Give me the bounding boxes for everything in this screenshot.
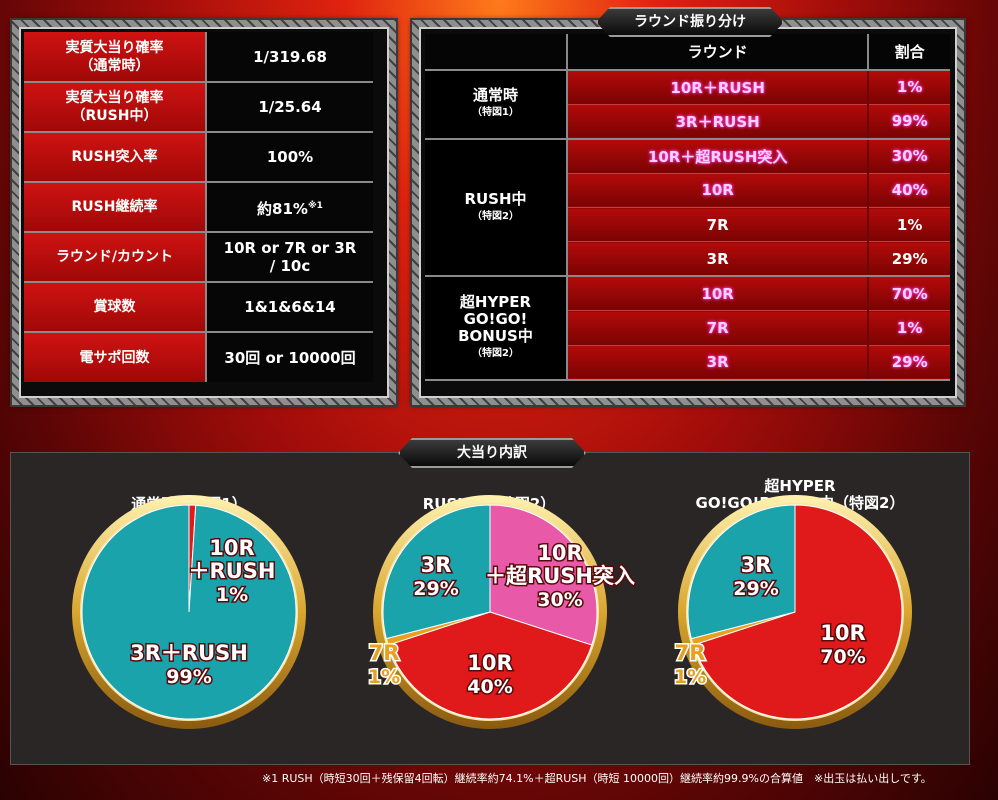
rounds-ratio: 30% xyxy=(868,138,950,174)
rounds-round: 3R＋RUSH xyxy=(567,104,870,140)
rounds-round: 10R xyxy=(567,173,870,209)
rounds-tag: ラウンド振り分け xyxy=(596,7,784,37)
rounds-ratio: 1% xyxy=(868,310,950,346)
spec-row: RUSH突入率 100% xyxy=(24,132,373,183)
spec-label: 実質大当り確率 （RUSH中） xyxy=(24,82,207,133)
spec-value: 1/25.64 xyxy=(206,82,373,133)
rounds-ratio: 1% xyxy=(868,207,950,243)
spec-label: 実質大当り確率 （通常時） xyxy=(24,32,207,83)
rounds-round: 10R＋RUSH xyxy=(567,70,870,105)
rounds-row: 7R 1% xyxy=(425,207,950,243)
pie-title-normal: 通常時（特図1） xyxy=(131,495,247,513)
rounds-round: 3R xyxy=(567,241,870,278)
rounds-state: RUSH中 （特図2） xyxy=(425,138,568,278)
spec-value: 1/319.68 xyxy=(206,32,373,83)
rounds-round: 10R＋超RUSH突入 xyxy=(567,138,870,174)
spec-label: ラウンド/カウント xyxy=(24,232,207,283)
rounds-row: 3R 29% xyxy=(425,345,950,381)
rounds-ratio: 29% xyxy=(868,345,950,381)
rounds-state: 超HYPER GO!GO! BONUS中 （特図2） xyxy=(425,276,568,381)
spec-label: 賞球数 xyxy=(24,282,207,333)
rounds-table: ラウンド 割合 通常時 （特図1） 10R＋RUSH 1% 3R＋RUSH 99% RUSH… xyxy=(425,34,950,381)
rounds-state-label: RUSH中 xyxy=(464,189,527,208)
pie-title-rush: RUSH中（特図2） xyxy=(422,495,556,513)
spec-label: RUSH継続率 xyxy=(24,182,207,233)
spec-value: 10R or 7R or 3R/ 10c xyxy=(206,232,373,283)
spec-label: 電サポ回数 xyxy=(24,332,207,382)
footnote: ※1 RUSH（時短30回＋残保留4回転）継続率約74.1%＋超RUSH（時短 … xyxy=(262,772,932,785)
rounds-state-sub: （特図2） xyxy=(472,347,519,359)
rounds-round: 7R xyxy=(567,207,870,243)
spec-label: RUSH突入率 xyxy=(24,132,207,183)
rounds-row: 3R 29% xyxy=(425,241,950,278)
rounds-row: RUSH中 （特図2） 10R＋超RUSH突入 30% xyxy=(425,138,950,278)
rounds-ratio: 40% xyxy=(868,173,950,209)
rounds-header-round: ラウンド xyxy=(567,34,870,71)
rounds-ratio: 70% xyxy=(868,276,950,312)
rounds-row: 超HYPER GO!GO! BONUS中 （特図2） 10R 70% xyxy=(425,276,950,381)
spec-row: RUSH継続率 約81%※1 xyxy=(24,182,373,233)
spec-table: 実質大当り確率 （通常時） 1/319.68 実質大当り確率 （RUSH中） 1/25.6… xyxy=(24,32,373,382)
spec-row: ラウンド/カウント 10R or 7R or 3R/ 10c xyxy=(24,232,373,283)
rounds-row: 7R 1% xyxy=(425,310,950,346)
pie-title-hyper: 超HYPER GO!GO!BONUS中（特図2） xyxy=(695,477,905,512)
spec-row: 電サポ回数 30回 or 10000回 xyxy=(24,332,373,382)
breakdown-tag: 大当り内訳 xyxy=(398,438,586,468)
rounds-state-sub: （特図2） xyxy=(472,210,519,222)
spec-value: 約81%※1 xyxy=(206,182,373,233)
rounds-row: 3R＋RUSH 99% xyxy=(425,104,950,140)
rounds-state-label: 通常時 xyxy=(472,86,518,105)
rounds-ratio: 99% xyxy=(868,104,950,140)
rounds-state-sub: （特図1） xyxy=(472,107,519,119)
rounds-header-state xyxy=(425,34,568,71)
rounds-ratio: 29% xyxy=(868,241,950,278)
spec-row: 実質大当り確率 （RUSH中） 1/25.64 xyxy=(24,82,373,133)
spec-value: 100% xyxy=(206,132,373,183)
rounds-row: 通常時 （特図1） 10R＋RUSH 1% xyxy=(425,70,950,140)
spec-footnote-mark: ※1 xyxy=(307,200,323,211)
rounds-round: 10R xyxy=(567,276,870,312)
spec-row: 賞球数 1&1&6&14 xyxy=(24,282,373,333)
rounds-state-label: 超HYPER GO!GO! BONUS中 xyxy=(458,292,533,345)
rounds-round: 3R xyxy=(567,345,870,381)
rounds-header-ratio: 割合 xyxy=(868,34,950,71)
spec-row: 実質大当り確率 （通常時） 1/319.68 xyxy=(24,32,373,83)
rounds-ratio: 1% xyxy=(868,70,950,105)
rounds-state: 通常時 （特図1） xyxy=(425,70,568,140)
rounds-row: 10R 40% xyxy=(425,173,950,209)
rounds-round: 7R xyxy=(567,310,870,346)
spec-value: 30回 or 10000回 xyxy=(206,332,373,382)
spec-value: 1&1&6&14 xyxy=(206,282,373,333)
